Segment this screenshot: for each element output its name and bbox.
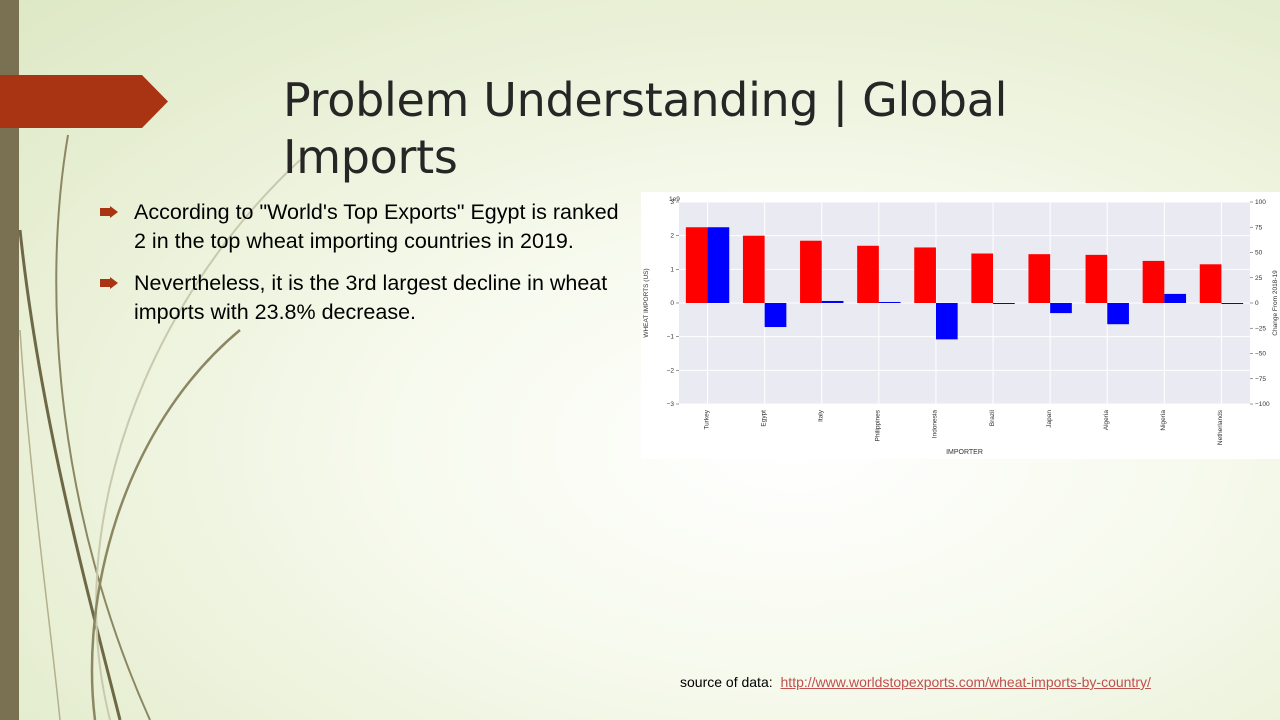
y-tick-label: −2 <box>667 367 675 374</box>
x-tick-label: Algeria <box>1103 410 1110 431</box>
bar-change <box>821 300 844 303</box>
x-tick-label: Egypt <box>760 410 767 427</box>
bullet-item: According to "World's Top Exports" Egypt… <box>100 198 625 256</box>
source-line: source of data: http://www.worldstopexpo… <box>680 674 1151 690</box>
bar-imports <box>742 235 765 303</box>
y2-tick-label: −75 <box>1255 376 1266 383</box>
bar-change <box>1164 293 1187 303</box>
x-tick-label: Turkey <box>703 409 710 429</box>
bar-imports <box>1142 260 1165 303</box>
bullet-item: Nevertheless, it is the 3rd largest decl… <box>100 269 625 327</box>
title-arrow-shape <box>0 75 168 128</box>
bullet-text: According to "World's Top Exports" Egypt… <box>134 200 619 253</box>
y-tick-label: −1 <box>667 334 675 341</box>
y-tick-label: 3 <box>670 199 674 206</box>
bar-change <box>1221 303 1244 304</box>
bullet-text: Nevertheless, it is the 3rd largest decl… <box>134 271 608 324</box>
x-tick-label: Japan <box>1046 410 1053 428</box>
bar-change <box>1107 303 1129 325</box>
bar-imports <box>1199 264 1222 303</box>
y2-axis-label: Change From 2018-19 <box>1272 270 1279 336</box>
y-tick-label: −3 <box>667 401 675 408</box>
y-tick-label: 1 <box>670 266 674 273</box>
bar-change <box>935 303 958 340</box>
bar-change <box>1050 303 1072 314</box>
bar-imports <box>685 227 708 303</box>
y-axis-label: WHEAT IMPORTS (US) <box>643 268 650 337</box>
bar-change <box>878 301 901 303</box>
wheat-imports-chart: Turkey Egypt Italy Philippines Indonesia Braz… <box>641 192 1280 459</box>
y-tick-label: 2 <box>670 233 674 240</box>
decorative-swoosh <box>18 134 301 720</box>
x-axis-label: IMPORTER <box>946 449 983 456</box>
bar-imports <box>857 245 879 303</box>
bar-imports <box>800 240 822 303</box>
bar-imports <box>1028 254 1051 303</box>
x-tick-label: Brazil <box>989 409 996 426</box>
source-label: source of data: <box>680 674 773 690</box>
x-tick-label: Indonesia <box>932 410 939 439</box>
sidebar-strip <box>0 0 19 720</box>
x-tick-label: Netherlands <box>1217 409 1224 445</box>
bar-imports <box>914 247 936 303</box>
y2-tick-label: −25 <box>1255 325 1266 332</box>
source-link[interactable]: http://www.worldstopexports.com/wheat-im… <box>780 674 1151 690</box>
y2-tick-label: 25 <box>1255 275 1263 282</box>
y2-tick-label: −50 <box>1255 351 1266 358</box>
x-tick-label: Philippines <box>875 409 882 441</box>
bar-imports <box>1085 254 1108 303</box>
y2-tick-label: 75 <box>1255 224 1263 231</box>
bullet-list: According to "World's Top Exports" Egypt… <box>100 198 625 340</box>
arrow-bullet-icon <box>100 206 118 218</box>
y2-tick-label: −100 <box>1255 401 1270 408</box>
chart-svg: Turkey Egypt Italy Philippines Indonesia Braz… <box>643 196 1279 456</box>
slide-title: Problem Understanding | Global Imports <box>283 73 1008 184</box>
bar-imports <box>971 253 994 303</box>
y-exponent-label: 1e9 <box>669 196 680 203</box>
y-tick-label: 0 <box>670 300 674 307</box>
x-tick-label: Nigeria <box>1160 410 1167 431</box>
y2-tick-label: 0 <box>1255 300 1259 307</box>
bar-change <box>707 227 730 303</box>
arrow-bullet-icon <box>100 277 118 289</box>
bar-change <box>764 303 787 328</box>
bar-change <box>993 303 1015 304</box>
y2-tick-label: 100 <box>1255 199 1266 206</box>
y2-tick-label: 50 <box>1255 250 1263 257</box>
x-tick-label: Italy <box>817 409 824 422</box>
